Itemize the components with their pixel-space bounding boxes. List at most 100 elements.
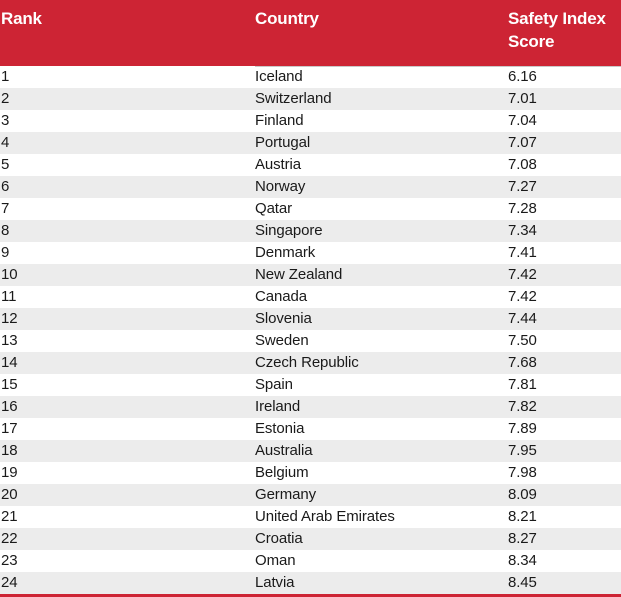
country-cell: Singapore: [255, 222, 323, 239]
score-cell: 7.98: [508, 464, 537, 481]
column-header-country: Country: [255, 0, 508, 66]
country-cell: Canada: [255, 288, 307, 305]
score-cell: 8.45: [508, 574, 537, 591]
rank-cell: 14: [1, 354, 18, 371]
country-cell: Australia: [255, 442, 313, 459]
rank-cell: 15: [1, 376, 18, 393]
rank-cell: 21: [1, 508, 18, 525]
country-cell: Ireland: [255, 398, 301, 415]
score-cell: 7.28: [508, 200, 537, 217]
score-cell: 7.01: [508, 90, 537, 107]
table-header: Rank Country Safety Index Score: [0, 0, 621, 66]
rank-cell: 17: [1, 420, 18, 437]
table-row: 21 United Arab Emirates 8.21: [0, 506, 621, 528]
header-row: Rank Country Safety Index Score: [0, 0, 621, 66]
rank-cell: 18: [1, 442, 18, 459]
table-row: 1 Iceland 6.16: [0, 66, 621, 88]
country-cell: Norway: [255, 178, 306, 195]
rank-cell: 22: [1, 530, 18, 547]
rank-cell: 3: [1, 112, 10, 129]
table-row: 17 Estonia 7.89: [0, 418, 621, 440]
score-cell: 8.27: [508, 530, 537, 547]
score-cell: 8.21: [508, 508, 537, 525]
table-row: 23 Oman 8.34: [0, 550, 621, 572]
country-cell: Estonia: [255, 420, 305, 437]
table-row: 10 New Zealand 7.42: [0, 264, 621, 286]
rank-cell: 8: [1, 222, 10, 239]
score-cell: 7.07: [508, 134, 537, 151]
rank-cell: 13: [1, 332, 18, 349]
country-cell: Croatia: [255, 530, 303, 547]
rank-cell: 9: [1, 244, 10, 261]
country-cell: Denmark: [255, 244, 316, 261]
country-cell: Czech Republic: [255, 354, 359, 371]
table-body: 1 Iceland 6.16 2 Switzerland 7.01 3 Finland 7.…: [0, 66, 621, 594]
table-row: 11 Canada 7.42: [0, 286, 621, 308]
table-row: 22 Croatia 8.27: [0, 528, 621, 550]
country-cell: United Arab Emirates: [255, 508, 395, 525]
rank-cell: 4: [1, 134, 10, 151]
table-row: 9 Denmark 7.41: [0, 242, 621, 264]
rank-cell: 19: [1, 464, 18, 481]
score-cell: 7.27: [508, 178, 537, 195]
rank-cell: 24: [1, 574, 18, 591]
score-cell: 7.42: [508, 288, 537, 305]
rank-cell: 10: [1, 266, 18, 283]
table-bottom-bar: [0, 594, 621, 597]
table-row: 16 Ireland 7.82: [0, 396, 621, 418]
score-cell: 7.04: [508, 112, 537, 129]
country-cell: Portugal: [255, 134, 311, 151]
country-cell: Germany: [255, 486, 316, 503]
rank-cell: 16: [1, 398, 18, 415]
score-cell: 7.08: [508, 156, 537, 173]
rank-cell: 23: [1, 552, 18, 569]
country-cell: Slovenia: [255, 310, 312, 327]
rank-cell: 12: [1, 310, 18, 327]
score-cell: 7.95: [508, 442, 537, 459]
table-row: 18 Australia 7.95: [0, 440, 621, 462]
country-cell: Austria: [255, 156, 301, 173]
table-row: 4 Portugal 7.07: [0, 132, 621, 154]
country-cell: Oman: [255, 552, 296, 569]
score-cell: 8.09: [508, 486, 537, 503]
table-row: 2 Switzerland 7.01: [0, 88, 621, 110]
score-cell: 7.82: [508, 398, 537, 415]
table-row: 13 Sweden 7.50: [0, 330, 621, 352]
rank-cell: 20: [1, 486, 18, 503]
table-row: 15 Spain 7.81: [0, 374, 621, 396]
score-cell: 7.81: [508, 376, 537, 393]
table-row: 6 Norway 7.27: [0, 176, 621, 198]
score-cell: 7.50: [508, 332, 537, 349]
country-cell: Finland: [255, 112, 304, 129]
score-cell: 7.34: [508, 222, 537, 239]
rank-cell: 1: [1, 68, 10, 85]
score-cell: 7.89: [508, 420, 537, 437]
rank-cell: 6: [1, 178, 10, 195]
table-row: 20 Germany 8.09: [0, 484, 621, 506]
rank-cell: 11: [1, 288, 17, 305]
country-cell: Belgium: [255, 464, 309, 481]
table-row: 12 Slovenia 7.44: [0, 308, 621, 330]
rank-cell: 7: [1, 200, 10, 217]
column-header-score: Safety Index Score: [508, 0, 621, 66]
header-divider-line: [255, 66, 621, 67]
score-cell: 6.16: [508, 68, 537, 85]
rank-cell: 2: [1, 90, 10, 107]
table-row: 3 Finland 7.04: [0, 110, 621, 132]
score-cell: 7.42: [508, 266, 537, 283]
score-cell: 7.44: [508, 310, 537, 327]
table-row: 8 Singapore 7.34: [0, 220, 621, 242]
table-row: 14 Czech Republic 7.68: [0, 352, 621, 374]
score-cell: 7.68: [508, 354, 537, 371]
rank-cell: 5: [1, 156, 10, 173]
score-cell: 7.41: [508, 244, 537, 261]
score-cell: 8.34: [508, 552, 537, 569]
table-row: 7 Qatar 7.28: [0, 198, 621, 220]
country-cell: Iceland: [255, 68, 303, 85]
country-cell: Sweden: [255, 332, 309, 349]
table-row: 24 Latvia 8.45: [0, 572, 621, 594]
table-row: 5 Austria 7.08: [0, 154, 621, 176]
table-row: 19 Belgium 7.98: [0, 462, 621, 484]
